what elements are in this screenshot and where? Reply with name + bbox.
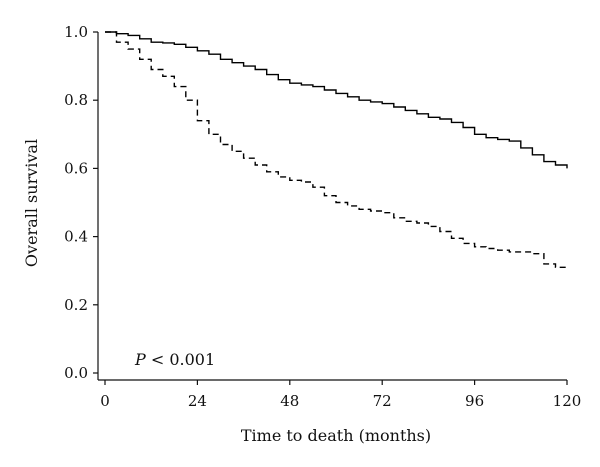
x-tick-label: 48 xyxy=(280,392,299,410)
x-tick-label: 120 xyxy=(553,392,582,410)
y-ticks: 0.0 0.2 0.4 0.6 0.8 1.0 xyxy=(64,23,98,382)
x-tick-label: 72 xyxy=(373,392,392,410)
x-ticks: 0 24 48 72 96 120 xyxy=(100,380,581,410)
survival-curve-solid xyxy=(105,31,568,169)
p-value-symbol: P xyxy=(134,350,146,369)
y-tick-label: 0.4 xyxy=(64,228,88,246)
y-tick-label: 1.0 xyxy=(64,23,88,41)
x-tick-label: 96 xyxy=(465,392,484,410)
plot-area xyxy=(105,31,568,269)
y-tick-label: 0.0 xyxy=(64,364,88,382)
x-tick-label: 24 xyxy=(188,392,207,410)
y-axis-title: Overall survival xyxy=(22,139,41,267)
p-value-text: < 0.001 xyxy=(146,350,215,369)
y-tick-label: 0.6 xyxy=(64,159,88,177)
y-tick-label: 0.8 xyxy=(64,91,88,109)
x-axis-title: Time to death (months) xyxy=(241,426,431,445)
p-value-annotation: P < 0.001 xyxy=(134,350,215,369)
x-tick-label: 0 xyxy=(100,392,110,410)
survival-curve-dashed xyxy=(105,31,568,269)
y-tick-label: 0.2 xyxy=(64,296,88,314)
